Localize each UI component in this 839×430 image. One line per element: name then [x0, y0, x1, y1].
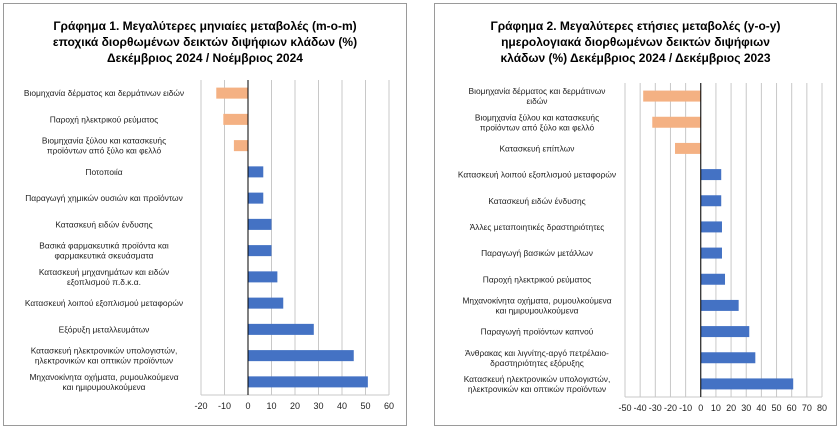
- bar: [248, 245, 272, 257]
- bar: [700, 247, 722, 259]
- category-label: Βασικά φαρμακευτικά προϊόντα και: [39, 241, 169, 251]
- chart-2-title-line: Γράφημα 2. Μεγαλύτερες ετήσιες μεταβολές…: [490, 19, 781, 33]
- x-tick-label: 50: [772, 403, 782, 413]
- x-tick-label: 20: [726, 403, 736, 413]
- category-label: Κατασκευή μηχανημάτων και ειδών: [39, 267, 169, 277]
- bar: [248, 323, 314, 335]
- chart-2-title-line: κλάδων (%) Δεκέμβριος 2024 / Δεκέμβριος …: [500, 51, 771, 65]
- x-tick-label: -20: [664, 403, 677, 413]
- chart-2-title: Γράφημα 2. Μεγαλύτερες ετήσιες μεταβολές…: [435, 18, 836, 66]
- bar: [248, 218, 272, 230]
- category-label: Κατασκευή επίπλων: [500, 143, 575, 153]
- x-tick-label: -10: [679, 403, 692, 413]
- bar: [675, 142, 701, 154]
- category-label: Κατασκευή ηλεκτρονικών υπολογιστών,: [464, 374, 611, 384]
- chart-1-title-line: εποχικά διορθωμένων δεικτών διψήφιων κλά…: [52, 35, 358, 49]
- chart-panel-2: Γράφημα 2. Μεγαλύτερες ετήσιες μεταβολές…: [434, 3, 837, 426]
- category-label: Βιομηχανία δέρματος και δερμάτινων ειδών: [24, 88, 184, 98]
- category-label: Κατασκευή ειδών ένδυσης: [488, 196, 585, 206]
- x-tick-label: -50: [618, 403, 631, 413]
- category-label: Βιομηχανία ξύλου και κατασκευής: [42, 136, 166, 146]
- bar: [652, 116, 701, 128]
- category-label: Βιομηχανία ξύλου και κατασκευής: [475, 112, 599, 122]
- category-label: Εξόρυξη μεταλλευμάτων: [59, 324, 150, 334]
- bar: [248, 297, 284, 309]
- x-tick-label: 10: [711, 403, 721, 413]
- category-label: Παροχή ηλεκτρικού ρεύματος: [50, 114, 158, 124]
- chart-2-title-line: ημερολογιακά διορθωμένων δεικτών διψήφιω…: [501, 35, 770, 49]
- x-tick-label: 60: [384, 401, 394, 411]
- category-label: Κατασκευή λοιπού εξοπλισμού μεταφορών: [25, 298, 183, 308]
- bar: [248, 350, 354, 362]
- x-tick-label: 0: [698, 403, 703, 413]
- chart-1-title: Γράφημα 1. Μεγαλύτερες μηνιαίες μεταβολέ…: [4, 18, 406, 66]
- category-label: Άνθρακας και λιγνίτης-αργό πετρέλαιο-: [465, 348, 609, 358]
- bar: [248, 271, 278, 283]
- x-tick-label: 10: [266, 401, 276, 411]
- x-tick-label: 0: [245, 401, 250, 411]
- bar: [700, 352, 756, 364]
- x-tick-label: 30: [741, 403, 751, 413]
- bar: [248, 192, 264, 204]
- bar: [248, 166, 264, 178]
- category-label: και ημιρυμουλκούμενα: [63, 382, 146, 392]
- x-tick-label: 40: [756, 403, 766, 413]
- bar: [233, 140, 248, 152]
- category-label: Ποτοποιία: [85, 167, 122, 177]
- bar: [223, 113, 248, 125]
- x-tick-label: 30: [313, 401, 323, 411]
- category-label: Άλλες μεταποιητικές δραστηριότητες: [470, 222, 605, 232]
- category-label: Κατασκευή λοιπού εξοπλισμού μεταφορών: [458, 170, 616, 180]
- bar: [216, 87, 248, 99]
- category-label: Παραγωγή προϊόντων καπνού: [481, 327, 594, 337]
- category-label: Κατασκευή ηλεκτρονικών υπολογιστών,: [31, 346, 178, 356]
- category-label: και ημιρυμουλκούμενα: [496, 305, 579, 315]
- x-tick-label: 20: [290, 401, 300, 411]
- category-label: προϊόντων από ξύλο και φελλό: [480, 122, 595, 132]
- x-tick-label: -30: [649, 403, 662, 413]
- bar: [700, 195, 722, 207]
- category-label: προϊόντων από ξύλο και φελλό: [47, 146, 162, 156]
- category-label: φαρμακευτικά σκευάσματα: [54, 251, 153, 261]
- x-tick-label: -40: [634, 403, 647, 413]
- bar: [700, 299, 739, 311]
- category-label: Παροχή ηλεκτρικού ρεύματος: [483, 274, 591, 284]
- chart-1-plot: Βιομηχανία δέρματος και δερμάτινων ειδών…: [24, 80, 394, 411]
- x-tick-label: -20: [194, 401, 207, 411]
- bar: [700, 273, 726, 285]
- category-label: ηλεκτρονικών και οπτικών προϊόντων: [35, 356, 173, 366]
- x-tick-label: 60: [787, 403, 797, 413]
- x-tick-label: 40: [337, 401, 347, 411]
- chart-1-title-line: Δεκέμβριος 2024 / Νοέμβριος 2024: [107, 51, 303, 65]
- bar: [248, 376, 368, 388]
- chart-panel-1: Γράφημα 1. Μεγαλύτερες μηνιαίες μεταβολέ…: [3, 3, 407, 426]
- bar: [700, 221, 722, 233]
- category-label: Παραγωγή βασικών μετάλλων: [481, 248, 593, 258]
- category-label: ειδών: [527, 96, 548, 106]
- bar: [700, 169, 722, 181]
- chart-1-title-line: Γράφημα 1. Μεγαλύτερες μηνιαίες μεταβολέ…: [53, 19, 357, 33]
- category-label: Παραγωγή χημικών ουσιών και προϊόντων: [25, 193, 183, 203]
- category-label: Μηχανοκίνητα οχήματα, ρυμουλκούμενα: [29, 372, 178, 382]
- x-tick-label: 50: [360, 401, 370, 411]
- category-label: Μηχανοκίνητα οχήματα, ρυμουλκούμενα: [462, 295, 611, 305]
- category-label: δραστηριότητες εξόρυξης: [490, 358, 584, 368]
- bar: [700, 378, 794, 390]
- x-tick-label: 80: [817, 403, 827, 413]
- category-label: ηλεκτρονικών και οπτικών προϊόντων: [468, 384, 606, 394]
- x-tick-label: -10: [218, 401, 231, 411]
- bar: [700, 326, 750, 338]
- x-tick-label: 70: [802, 403, 812, 413]
- category-label: εξοπλισμού π.δ.κ.α.: [67, 277, 141, 287]
- bar: [643, 90, 701, 102]
- category-label: Κατασκευή ειδών ένδυσης: [55, 219, 152, 229]
- category-label: Βιομηχανία δέρματος και δερμάτινων: [469, 86, 606, 96]
